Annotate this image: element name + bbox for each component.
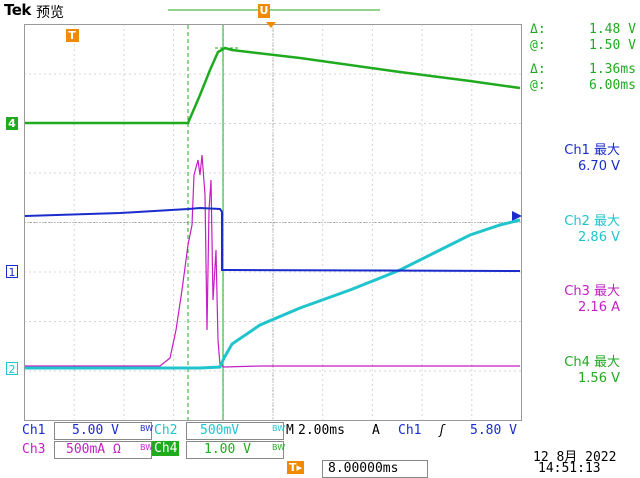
ch3-bw-icon: BW — [140, 443, 154, 452]
ch3-waveform — [25, 154, 520, 368]
trigger-slope-icon[interactable]: ʃ — [438, 423, 446, 438]
ch2-scale[interactable]: 500mV — [200, 423, 240, 438]
cursor-delta-v-symbol: Δ: — [530, 22, 546, 37]
ch2-max-label: Ch2 最大 — [564, 214, 620, 229]
ch1-max-value: 6.70 V — [578, 159, 620, 174]
ch2-max-value: 2.86 V — [578, 230, 620, 245]
ch4-bw-icon: BW — [272, 443, 286, 452]
ch2-label[interactable]: Ch2 — [154, 423, 178, 438]
trigger-level-arrow — [512, 211, 522, 221]
timebase-value[interactable]: 2.00ms — [298, 423, 345, 438]
ch4-max-value: 1.56 V — [578, 371, 620, 386]
trigger-level[interactable]: 5.80 V — [470, 423, 517, 438]
ch4-waveform — [25, 46, 521, 125]
cursor-delta-v-value: 1.48 V — [589, 22, 636, 37]
ch1-max-label: Ch1 最大 — [564, 143, 620, 158]
cursor-at-v-symbol: @: — [530, 38, 546, 53]
ch1-scale[interactable]: 5.00 V — [72, 423, 119, 438]
date-display: 12 8月 2022 — [533, 450, 617, 465]
timebase-prefix: M — [286, 423, 294, 438]
trigger-mode: A — [372, 423, 380, 438]
trigger-source[interactable]: Ch1 — [398, 423, 422, 438]
ch3-max-value: 2.16 A — [578, 300, 620, 315]
trigger-time-pointer — [266, 22, 276, 28]
ch4-max-label: Ch4 最大 — [564, 355, 620, 370]
trigger-t-marker — [66, 29, 79, 42]
cursor-delta-t-symbol: Δ: — [530, 62, 546, 77]
brand-logo: Tek — [4, 1, 31, 19]
cursor-at-t-symbol: @: — [530, 78, 546, 93]
ch1-bw-icon: BW — [140, 424, 154, 433]
ch1-ground-marker[interactable]: 1 — [6, 265, 18, 279]
trigger-position-value[interactable]: 8.00000ms — [328, 461, 399, 476]
cursor-at-t-value: 6.00ms — [589, 78, 636, 93]
record-position-marker — [258, 4, 270, 18]
trigger-position-icon: T▸ — [287, 461, 305, 474]
cursor-at-v-value: 1.50 V — [589, 38, 636, 53]
ch3-label[interactable]: Ch3 — [22, 442, 46, 457]
ch1-waveform — [24, 206, 521, 272]
trigger-t-label: T — [68, 29, 76, 42]
ch4-label[interactable]: Ch4 — [152, 441, 180, 456]
ch3-scale[interactable]: 500mA Ω — [66, 442, 121, 457]
ch4-ground-marker[interactable]: 4 — [6, 117, 18, 130]
ch2-waveform — [25, 218, 521, 370]
ch3-max-label: Ch3 最大 — [564, 284, 620, 299]
ch2-ground-marker[interactable]: 2 — [6, 362, 18, 376]
ch2-bw-icon: BW — [272, 424, 286, 433]
cursor-delta-t-value: 1.36ms — [589, 62, 636, 77]
acquisition-mode: 预览 — [36, 5, 64, 21]
ch4-scale[interactable]: 1.00 V — [204, 442, 251, 457]
record-marker-label: U — [259, 4, 269, 17]
time-display: 14:51:13 — [538, 461, 601, 476]
ch1-label[interactable]: Ch1 — [22, 423, 46, 438]
